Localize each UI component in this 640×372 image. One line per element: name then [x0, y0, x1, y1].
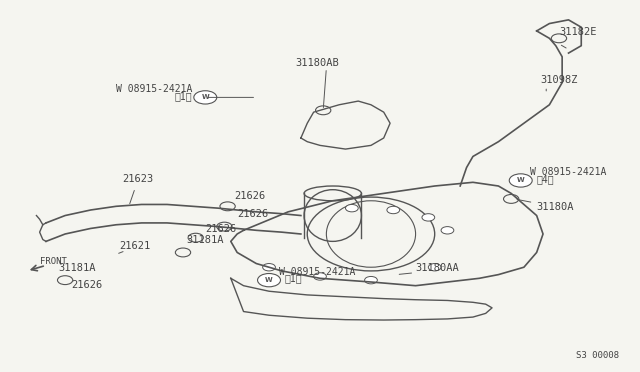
Text: W 08915-2421A: W 08915-2421A	[278, 267, 355, 277]
Circle shape	[441, 227, 454, 234]
Circle shape	[422, 214, 435, 221]
Text: 21621: 21621	[119, 241, 150, 251]
Text: （1）: （1）	[175, 91, 193, 101]
Text: 31180AA: 31180AA	[415, 263, 460, 273]
Circle shape	[509, 174, 532, 187]
Circle shape	[262, 263, 275, 271]
Text: （1）: （1）	[285, 273, 303, 283]
Circle shape	[365, 276, 378, 284]
Text: W 08915-2421A: W 08915-2421A	[531, 167, 607, 177]
Text: 31180A: 31180A	[537, 202, 574, 212]
Circle shape	[387, 206, 399, 214]
Text: 21626: 21626	[234, 191, 265, 201]
Text: S3 00008: S3 00008	[577, 350, 620, 359]
Text: W: W	[265, 277, 273, 283]
Text: 31182E: 31182E	[559, 27, 596, 36]
Circle shape	[428, 263, 441, 271]
Text: 21626: 21626	[205, 224, 237, 234]
Text: W: W	[202, 94, 209, 100]
Circle shape	[346, 205, 358, 212]
Circle shape	[194, 91, 217, 104]
Text: 21626: 21626	[237, 209, 268, 219]
Text: 31180AB: 31180AB	[295, 58, 339, 68]
Text: FRONT: FRONT	[40, 257, 67, 266]
Text: W: W	[517, 177, 525, 183]
Text: 21626: 21626	[72, 279, 103, 289]
Text: W 08915-2421A: W 08915-2421A	[116, 84, 193, 94]
Circle shape	[257, 273, 280, 287]
Text: 31181A: 31181A	[59, 263, 96, 273]
Circle shape	[314, 273, 326, 280]
Text: 21623: 21623	[122, 174, 154, 184]
Text: 31098Z: 31098Z	[540, 75, 577, 84]
Text: 31181A: 31181A	[186, 235, 224, 245]
Text: （4）: （4）	[537, 174, 554, 184]
